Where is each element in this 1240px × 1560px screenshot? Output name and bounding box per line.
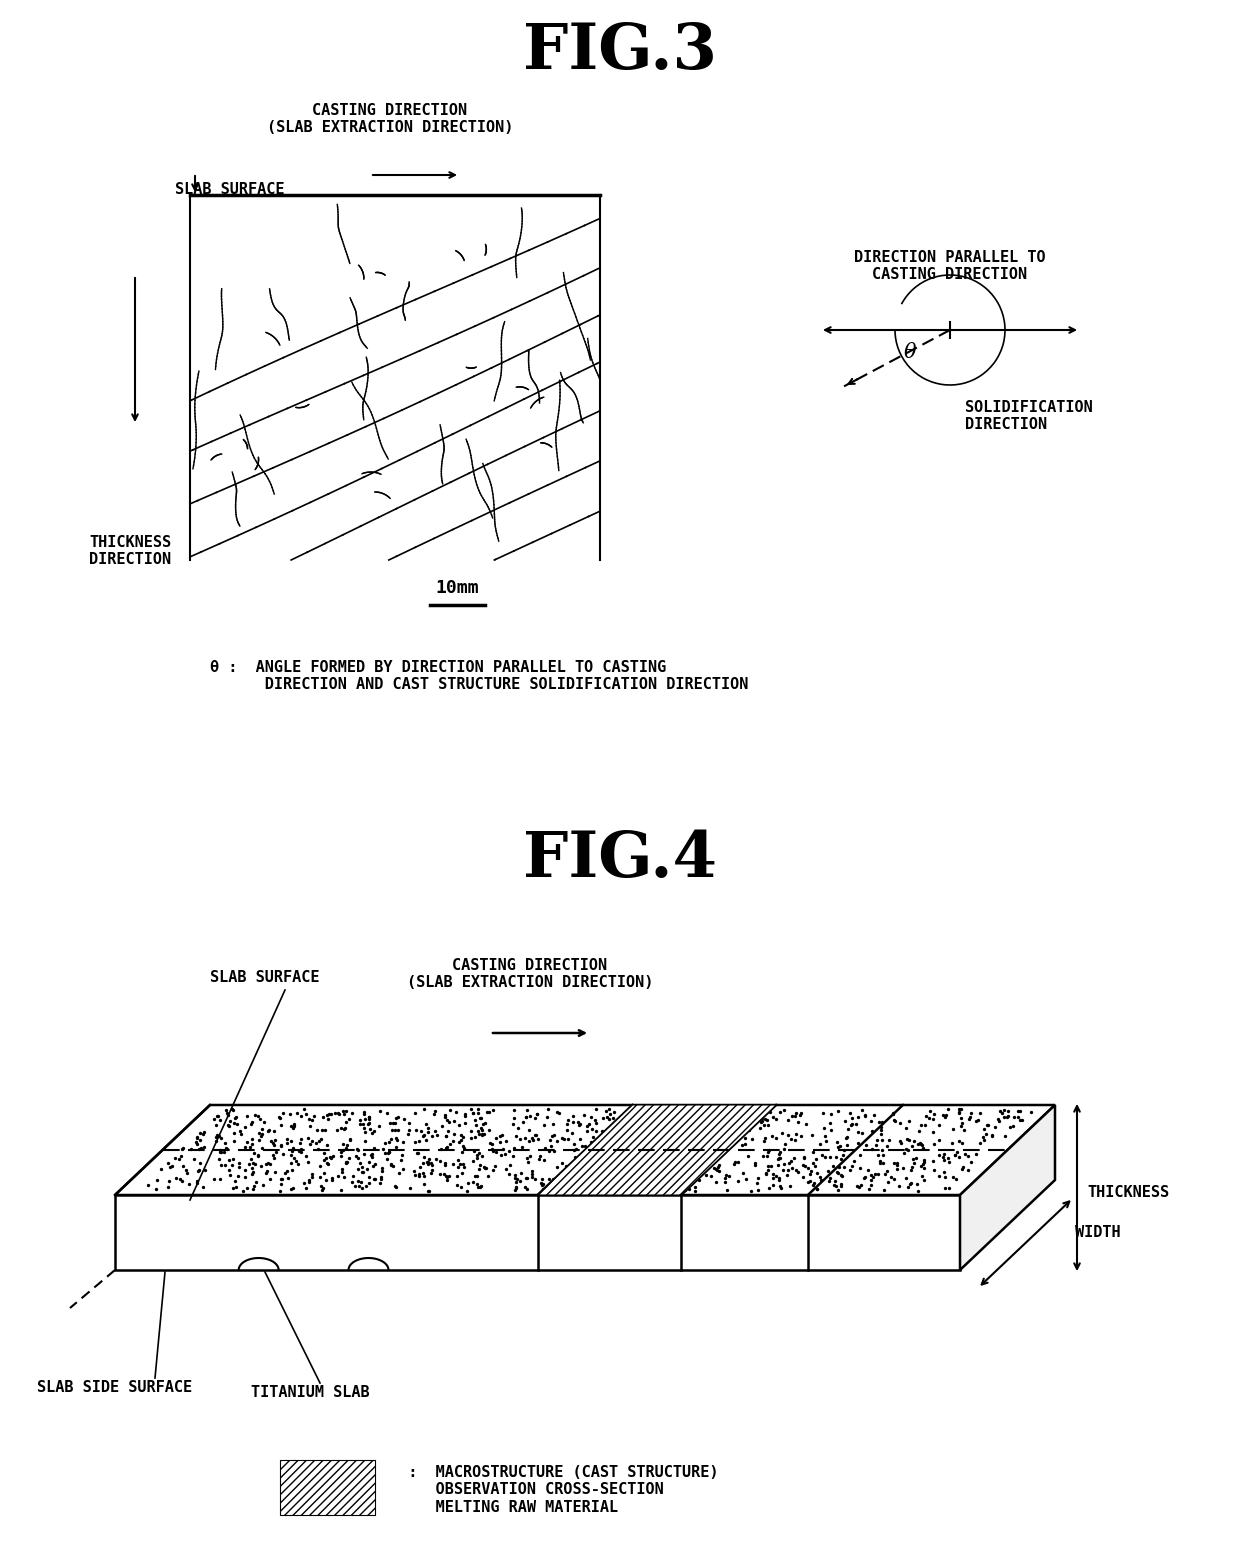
Text: THICKNESS: THICKNESS [1087, 1186, 1169, 1200]
Text: SOLIDIFICATION
DIRECTION: SOLIDIFICATION DIRECTION [965, 399, 1092, 432]
Text: θ: θ [904, 343, 916, 362]
Text: FIG.3: FIG.3 [523, 22, 717, 83]
Text: THICKNESS
DIRECTION: THICKNESS DIRECTION [89, 535, 171, 568]
Polygon shape [280, 1460, 374, 1515]
Text: 10mm: 10mm [435, 579, 479, 597]
Text: θ :  ANGLE FORMED BY DIRECTION PARALLEL TO CASTING
      DIRECTION AND CAST STRU: θ : ANGLE FORMED BY DIRECTION PARALLEL T… [210, 660, 749, 693]
Text: SLAB SIDE SURFACE: SLAB SIDE SURFACE [37, 1381, 192, 1395]
Text: DIRECTION PARALLEL TO
CASTING DIRECTION: DIRECTION PARALLEL TO CASTING DIRECTION [854, 250, 1045, 282]
Polygon shape [960, 1104, 1055, 1270]
Text: TITANIUM SLAB: TITANIUM SLAB [250, 1385, 370, 1399]
Polygon shape [115, 1195, 960, 1270]
Text: FIG.4: FIG.4 [523, 830, 717, 891]
Text: CASTING DIRECTION
(SLAB EXTRACTION DIRECTION): CASTING DIRECTION (SLAB EXTRACTION DIREC… [407, 958, 653, 991]
Text: CASTING DIRECTION
(SLAB EXTRACTION DIRECTION): CASTING DIRECTION (SLAB EXTRACTION DIREC… [267, 103, 513, 136]
Polygon shape [537, 1104, 776, 1195]
Text: SLAB SURFACE: SLAB SURFACE [211, 970, 320, 984]
Polygon shape [115, 1104, 1055, 1195]
Text: SLAB SURFACE: SLAB SURFACE [175, 183, 284, 198]
Text: :  MACROSTRUCTURE (CAST STRUCTURE)
     OBSERVATION CROSS-SECTION
     MELTING R: : MACROSTRUCTURE (CAST STRUCTURE) OBSERV… [391, 1465, 718, 1515]
Text: WIDTH: WIDTH [1075, 1225, 1121, 1240]
